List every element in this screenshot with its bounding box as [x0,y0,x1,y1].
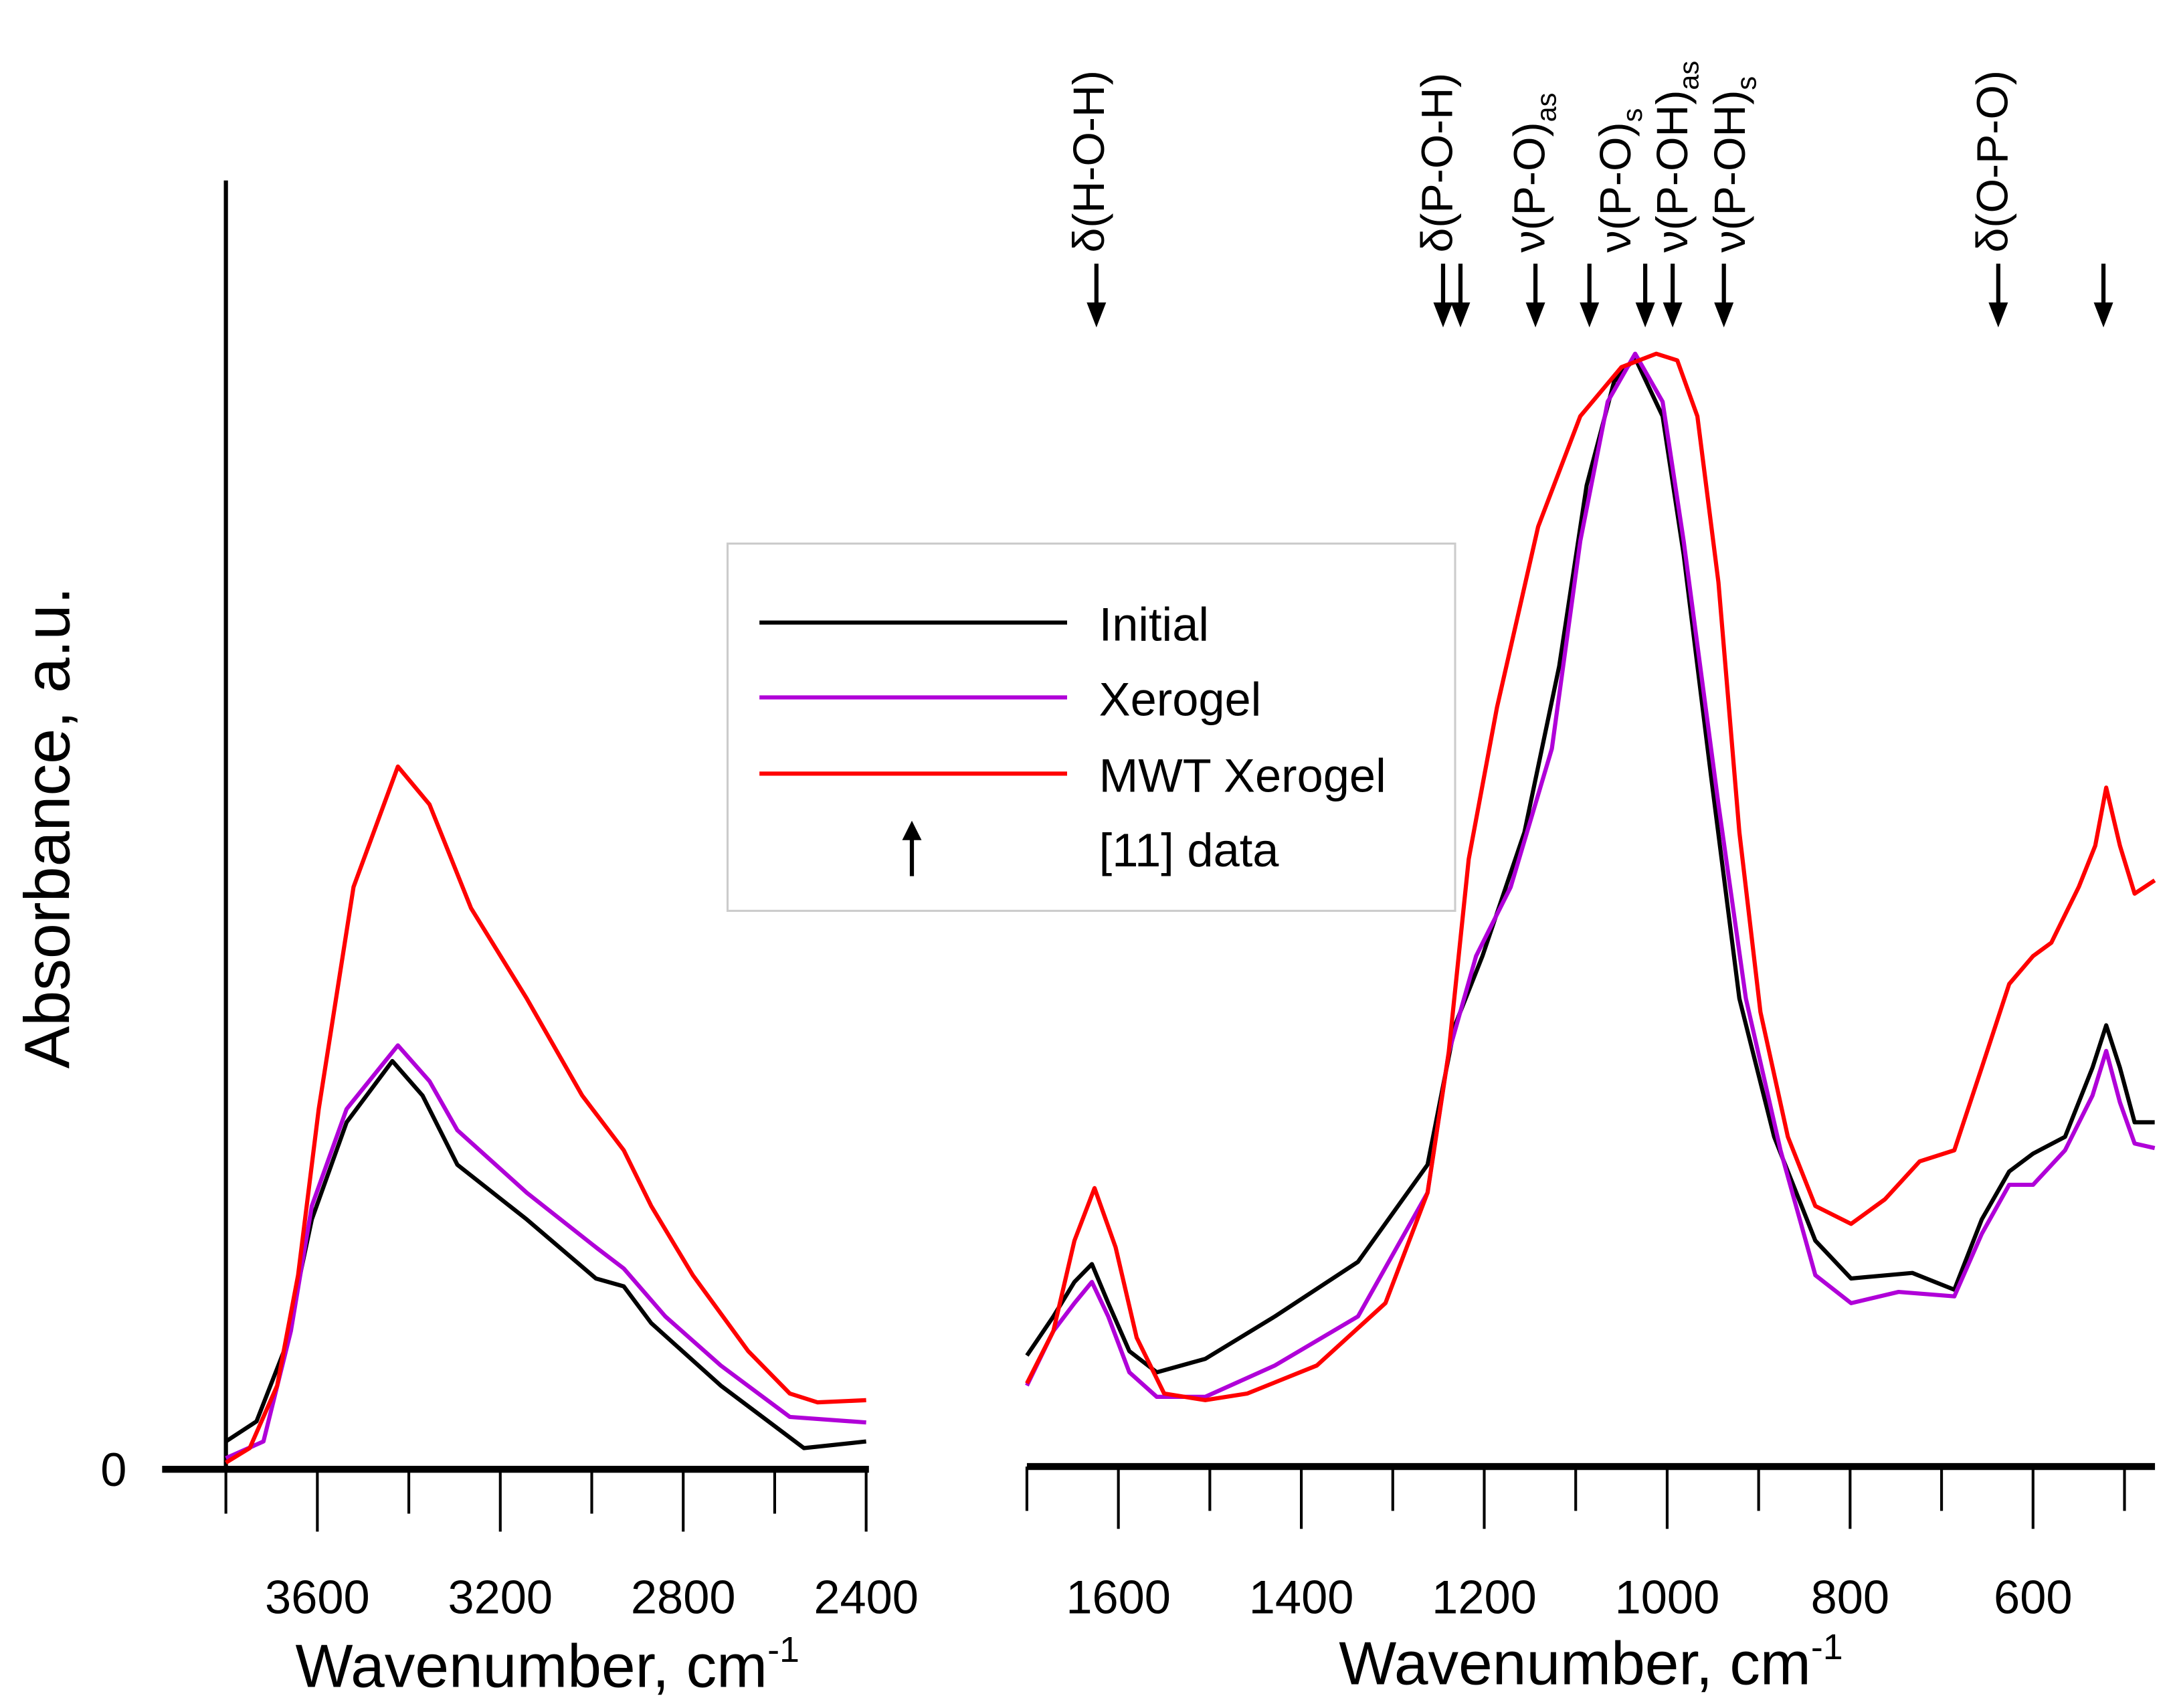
tick-label: 3200 [448,1571,553,1624]
band-label-subscript: s [1617,108,1648,122]
band-label-subscript: as [1674,61,1705,90]
series-line-mwt-xerogel [225,764,866,1464]
legend-label-mwt-xerogel: MWT Xerogel [1099,749,1386,801]
reference-arrow-down-icon [1525,264,1545,328]
band-label: δ(H-O-H) [1064,70,1114,252]
tick-label: 1200 [1432,1571,1537,1624]
band-label-subscript: as [1531,93,1562,122]
legend-label-xerogel: Xerogel [1099,672,1262,725]
x-axis-title-left: Wavenumber, cm-1 [295,1630,799,1700]
band-label-text: δ(P-O-H) [1413,73,1462,253]
tick-label: 800 [1811,1571,1889,1624]
tick-label: 2800 [631,1571,736,1624]
band-label-text: ν(P-O) [1505,122,1555,252]
series-line-xerogel [1025,351,2156,1399]
series-line-initial [224,1058,866,1450]
x-axis-title-right: Wavenumber, cm-1 [1339,1627,1843,1697]
band-label-text: δ(O-P-O) [1968,70,2018,252]
band-label-text: ν(P-OH) [1648,90,1697,253]
reference-arrow-down-icon [1580,264,1600,328]
right-panel: 1600 1400 1200 1000 800 600 [1025,351,2156,1624]
band-label: ν(P-O)as [1505,93,1562,253]
legend-arrow-up-icon [902,820,922,876]
band-label: ν(P-OH)s [1705,76,1762,253]
reference-arrow-down-icon [1714,264,1734,328]
reference-arrow-down-icon [1635,264,1655,328]
tick-label: 1000 [1615,1571,1720,1624]
reference-arrow-down-icon [1663,264,1683,328]
legend-box [726,542,1456,912]
band-label: ν(P-OH)as [1648,61,1705,253]
band-annotations: δ(H-O-H) δ(P-O-H) ν(P-O)asν(P-O)s ν(P-OH)as… [1064,61,2113,328]
band-label: δ(O-P-O) [1968,70,2018,252]
tick-label: 3600 [265,1571,370,1624]
reference-arrow-down-icon [1988,264,2008,328]
y-axis-label: Absorbance, a.u. [13,587,84,1068]
series-line-xerogel [225,1043,866,1460]
band-label-text: ν(P-O) [1591,122,1640,252]
reference-arrow-down-icon [1450,264,1471,328]
tick-label: 2400 [814,1571,919,1624]
band-label-text: δ(H-O-H) [1064,70,1114,252]
legend: Initial Xerogel MWT Xerogel [11] data [726,542,1456,912]
series-line-mwt-xerogel [1025,351,2156,1402]
tick-label: 1400 [1249,1571,1354,1624]
reference-arrow-down-icon [2093,264,2113,328]
reference-arrow-down-icon [1086,264,1107,328]
legend-label-reference-data: [11] data [1099,824,1280,876]
y-zero-label: 0 [100,1443,126,1496]
band-label: ν(P-O)s [1591,108,1648,253]
band-label: δ(P-O-H) [1413,73,1462,253]
tick-label: 1600 [1066,1571,1171,1624]
tick-label: 600 [1994,1571,2072,1624]
reference-arrow-down-icon [1433,264,1453,328]
left-panel: 3600 3200 2800 2400 [162,764,919,1624]
band-label-subscript: s [1731,76,1762,90]
band-label-text: ν(P-OH) [1705,90,1755,253]
legend-label-initial: Initial [1099,598,1209,651]
